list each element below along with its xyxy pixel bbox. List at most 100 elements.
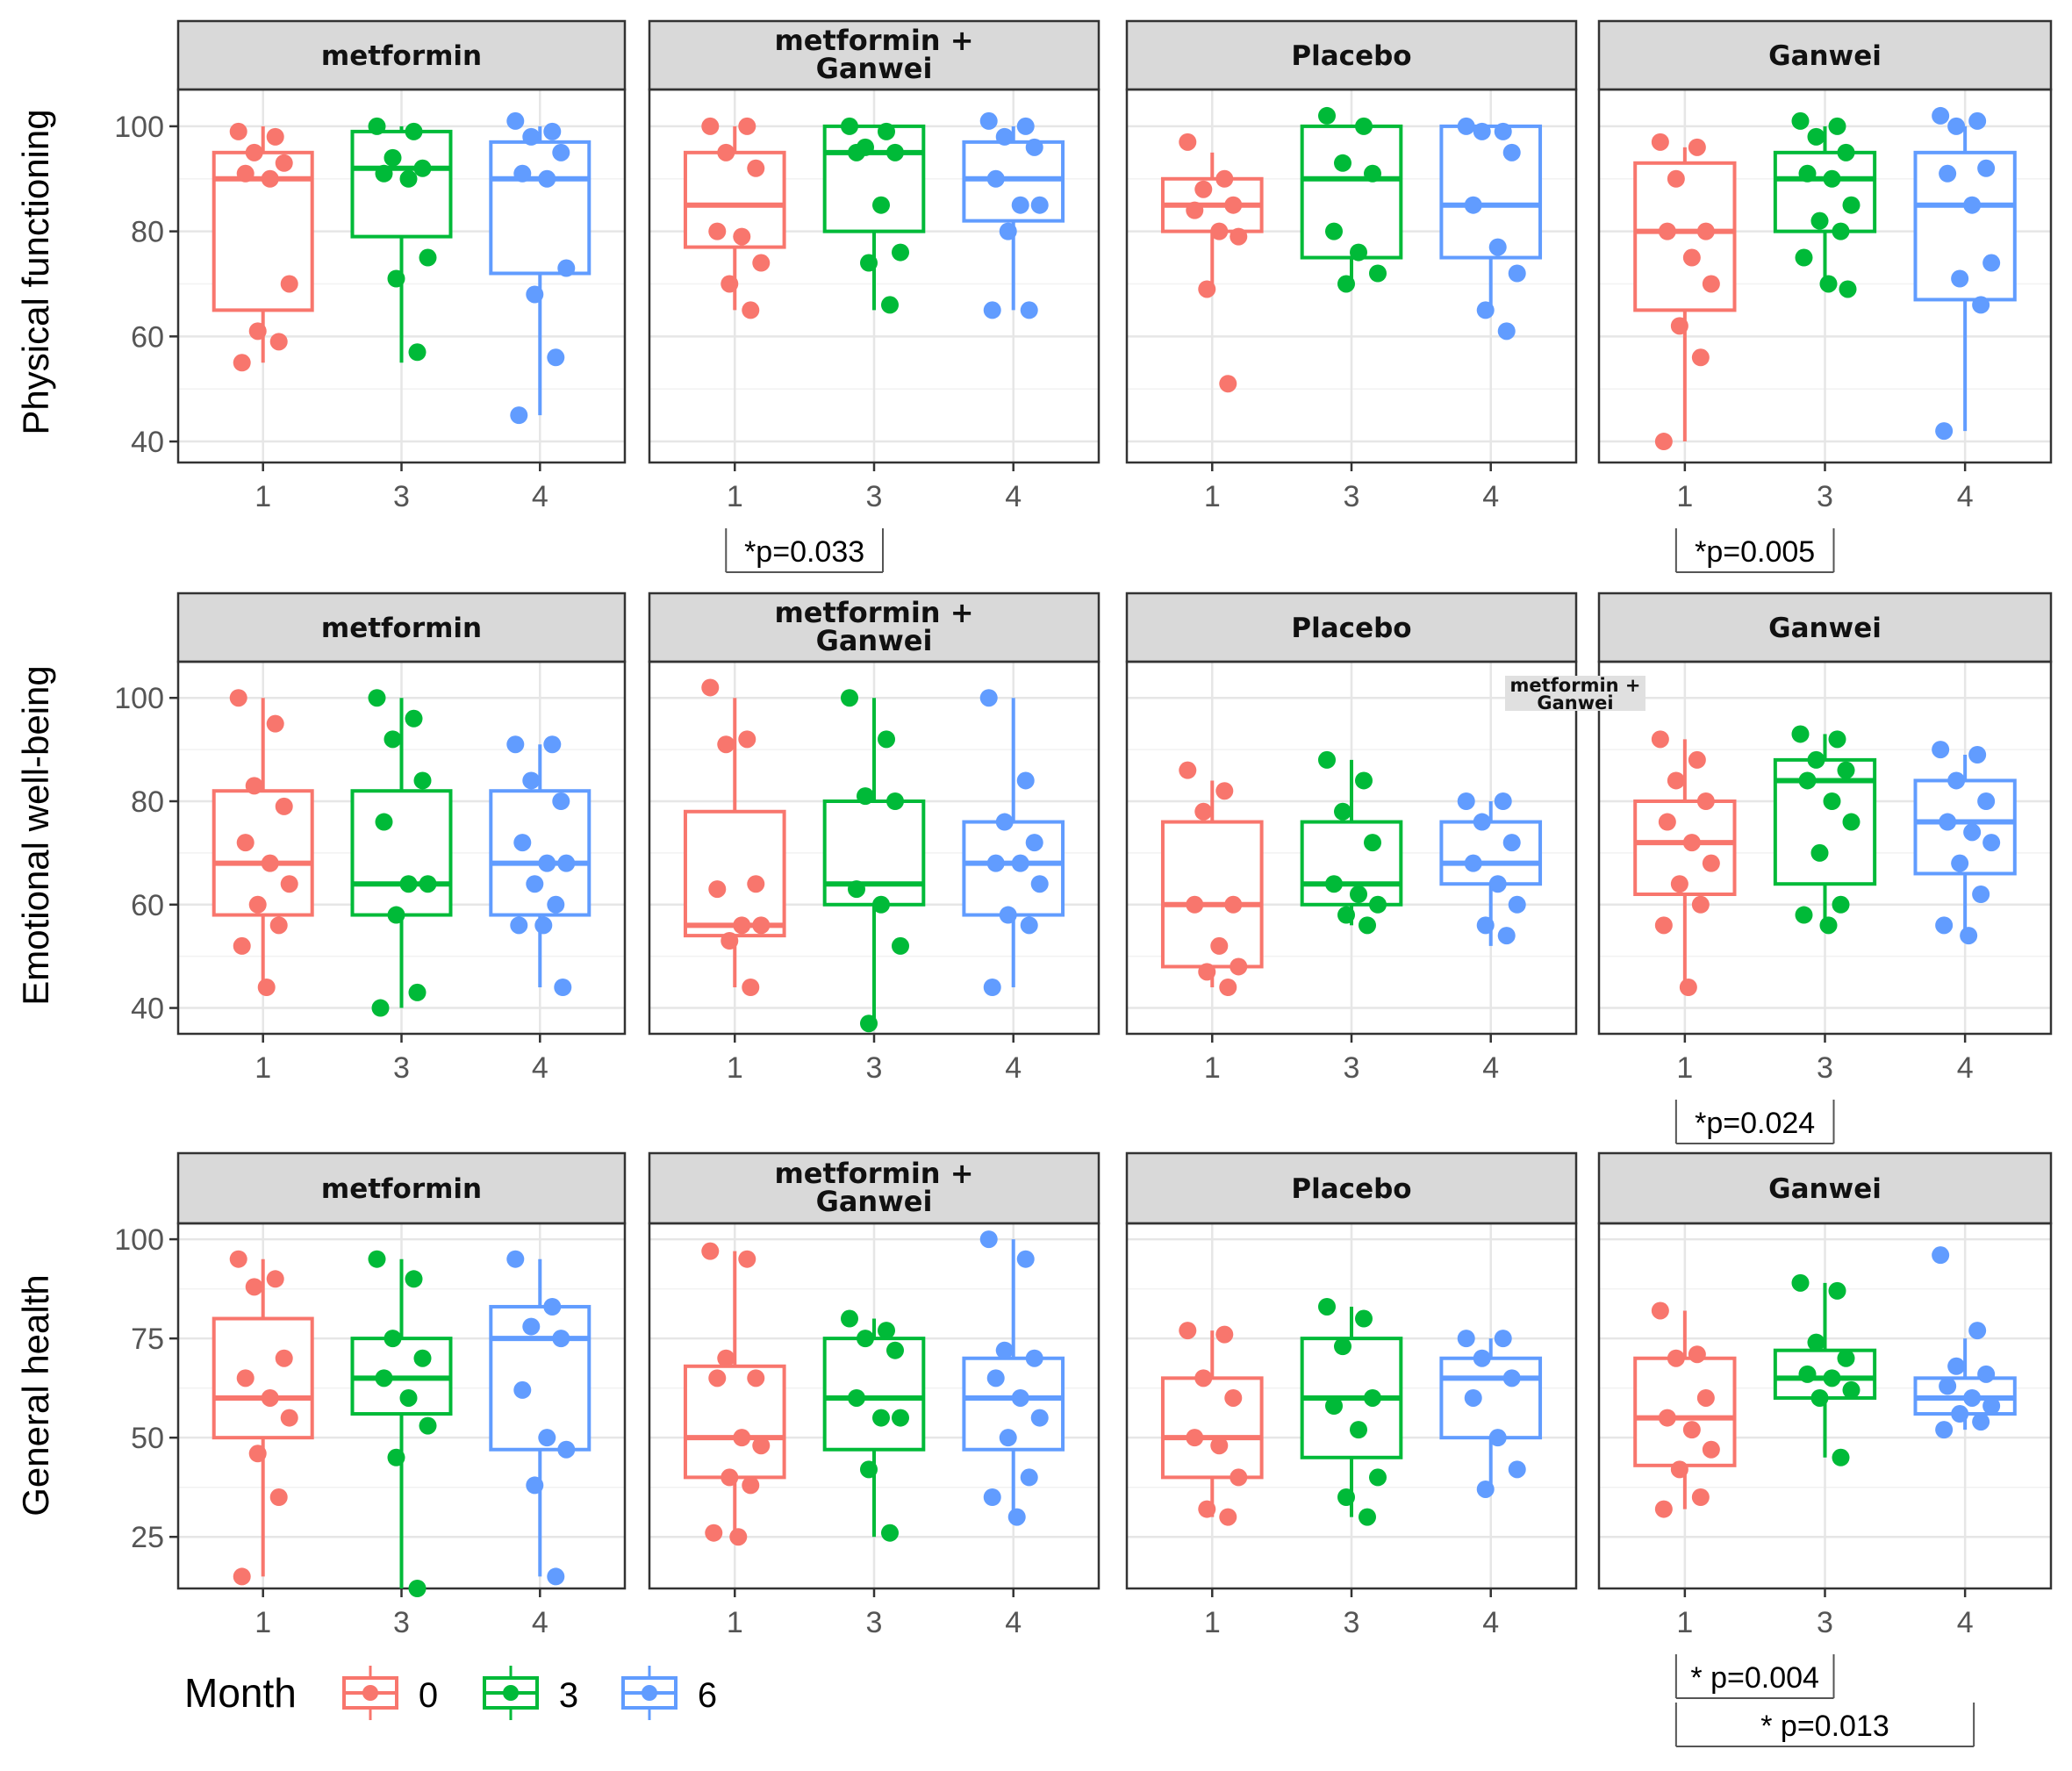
boxplot-month-3 (822, 117, 926, 314)
data-point (1982, 254, 2001, 272)
data-point (872, 1409, 890, 1427)
data-point (1219, 1508, 1237, 1526)
data-point (233, 936, 251, 955)
data-point (1224, 895, 1243, 914)
data-point (1696, 1388, 1715, 1407)
data-point (841, 689, 858, 707)
data-point (1025, 1349, 1043, 1367)
data-point (233, 354, 251, 372)
data-point (1224, 196, 1243, 214)
data-point (280, 1409, 298, 1427)
data-point (1355, 117, 1373, 135)
data-point (1215, 782, 1234, 800)
x-tick-label: 3 (393, 1051, 410, 1085)
significance-annotation: *p=0.005 (1674, 528, 1835, 573)
data-point (269, 1488, 288, 1506)
data-point (1679, 979, 1697, 996)
data-point (1932, 741, 1950, 759)
data-point (1932, 1246, 1950, 1265)
data-point (399, 169, 418, 188)
data-point (513, 834, 532, 852)
data-point (1030, 875, 1049, 893)
data-point (547, 348, 565, 367)
data-point (526, 875, 544, 893)
data-point (236, 834, 255, 852)
panel-2-1: metformin 40 60 80 100 1 3 4 (114, 592, 627, 1085)
legend-key-point (503, 1685, 519, 1701)
data-point (1194, 180, 1213, 198)
data-point (872, 196, 890, 214)
data-point (534, 916, 553, 935)
boxplot-month-3 (1773, 111, 1877, 298)
x-tick-label: 3 (1817, 1051, 1833, 1085)
box-iqr (489, 140, 591, 276)
data-point (408, 983, 427, 1001)
panel-3-3: Placebo 1 3 4 (1125, 1151, 1578, 1639)
x-tick-label: 3 (866, 1606, 883, 1639)
data-point (1823, 792, 1841, 810)
data-point (552, 1330, 570, 1348)
data-point (1219, 979, 1237, 996)
x-tick-label: 1 (727, 480, 743, 513)
data-point (266, 127, 284, 146)
data-point (1960, 927, 1978, 945)
data-point (399, 875, 418, 893)
data-point (387, 906, 405, 924)
data-point (1494, 1330, 1512, 1348)
data-point (261, 169, 279, 188)
data-point (1364, 164, 1381, 183)
boxplot-month-6 (1439, 792, 1543, 946)
data-point (1016, 1250, 1035, 1268)
data-point (419, 248, 437, 267)
data-point (1494, 122, 1512, 140)
data-point (860, 254, 878, 272)
legend-label: 0 (419, 1676, 438, 1715)
data-point (1488, 1429, 1507, 1447)
data-point (701, 1242, 720, 1260)
data-point (1935, 1421, 1954, 1439)
data-point (257, 979, 276, 996)
data-point (1457, 1330, 1475, 1348)
data-point (1334, 802, 1351, 821)
significance-annotation: *p=0.024 (1674, 1100, 1835, 1144)
boxplot-month-6 (962, 689, 1065, 996)
data-point (1819, 275, 1838, 293)
data-point (1682, 1421, 1701, 1439)
data-point (1688, 138, 1706, 156)
strip-title: metformin + Ganwei (774, 24, 973, 85)
box-iqr (683, 1364, 786, 1480)
data-point (375, 1369, 393, 1387)
data-point (721, 275, 739, 293)
p-value-label: *p=0.033 (744, 535, 864, 569)
data-point (1198, 1500, 1216, 1518)
strip-title: Ganwei (1768, 40, 1882, 72)
boxplot-month-6 (1913, 106, 2017, 441)
data-point (1020, 1468, 1038, 1487)
panel-2-4: Ganwei 1 3 4 (1597, 592, 2053, 1085)
y-tick-label: 100 (114, 682, 164, 715)
data-point (1691, 1488, 1710, 1506)
data-point (733, 916, 751, 935)
x-tick-label: 4 (1482, 480, 1499, 513)
legend-key-point (362, 1685, 378, 1701)
data-point (1702, 275, 1720, 293)
data-point (405, 1270, 423, 1288)
panel-1-3: Placebo 1 3 4 (1125, 19, 1578, 513)
data-point (1224, 1388, 1243, 1407)
y-tick-label: 60 (131, 889, 164, 922)
boxplot-month-3 (350, 117, 453, 363)
p-value-label: *p=0.005 (1695, 535, 1815, 569)
data-point (1488, 238, 1507, 256)
boxplot-month-0 (683, 678, 786, 996)
data-point (419, 1416, 437, 1435)
data-point (841, 1309, 858, 1328)
data-point (1198, 280, 1216, 298)
legend-title: Month (184, 1670, 297, 1716)
y-tick-label: 40 (131, 426, 164, 459)
data-point (261, 1388, 279, 1407)
data-point (1810, 843, 1829, 862)
x-tick-label: 1 (255, 1051, 271, 1085)
data-point (1497, 322, 1516, 341)
data-point (1355, 771, 1373, 790)
data-point (1696, 222, 1715, 240)
